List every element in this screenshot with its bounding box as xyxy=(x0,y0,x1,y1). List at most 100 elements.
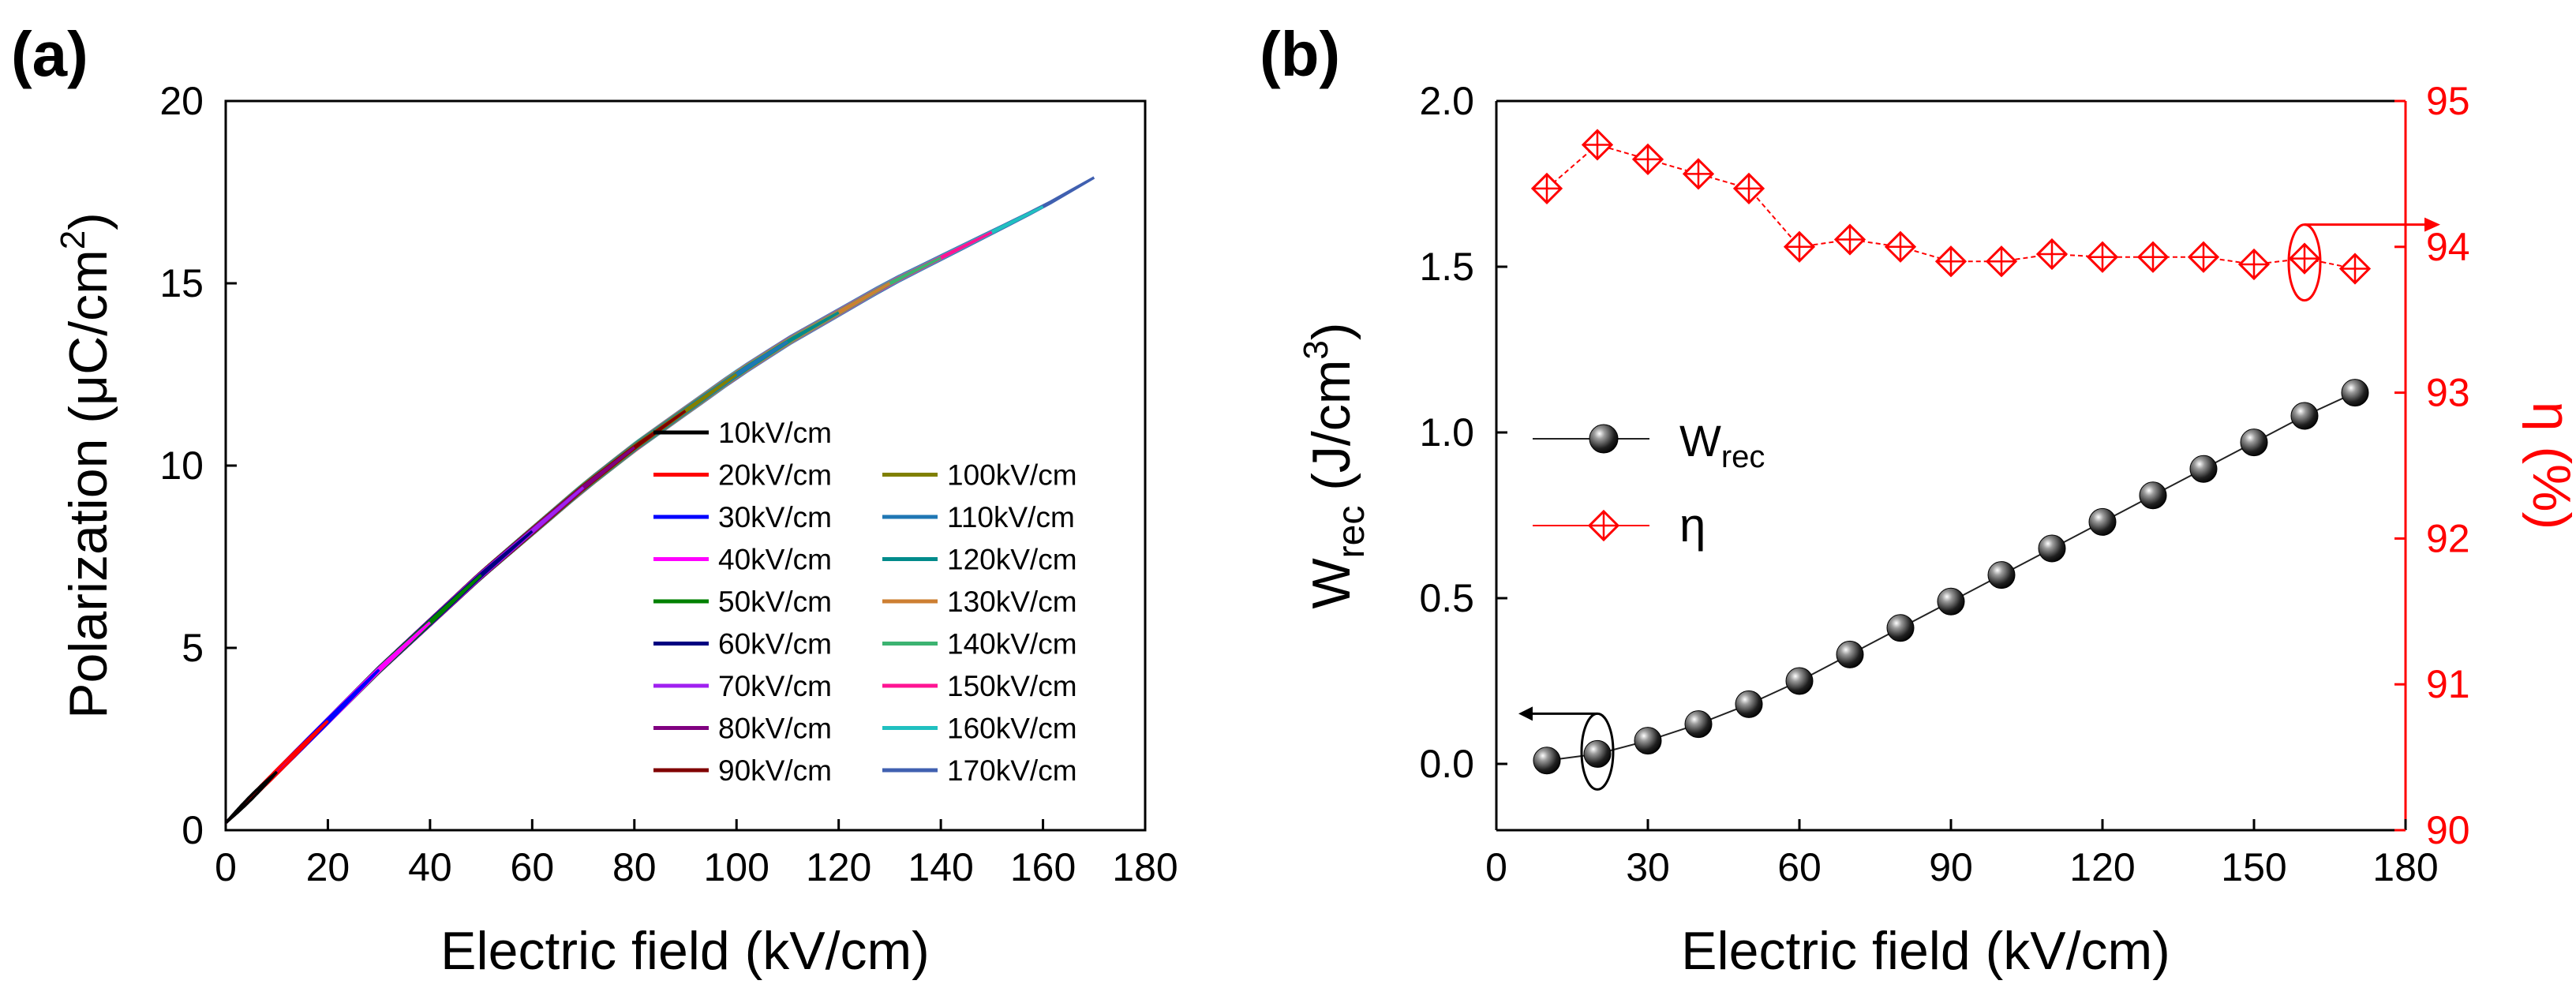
panel-b-wrec-point xyxy=(2139,481,2167,510)
panel-a-series-100 xyxy=(226,373,738,825)
panel-a-curves xyxy=(226,176,1095,825)
panel-b-y-right-tick-label: 90 xyxy=(2426,808,2470,852)
panel-b-legend-wrec-marker xyxy=(1589,424,1619,454)
panel-a: 0 20 40 60 80 100 120 140 160 180 0 5 10 15 20 10kV/cm 2… xyxy=(159,79,1178,889)
panel-b-y-tick-label: 1.5 xyxy=(1419,245,1474,289)
panel-a-legend-label: 60kV/cm xyxy=(718,628,832,661)
panel-b-y-tick-label: 1.0 xyxy=(1419,410,1474,455)
panel-b-y-tick-label: 0.0 xyxy=(1419,742,1474,786)
panel-b-y-tick-label: 0.5 xyxy=(1419,576,1474,620)
panel-b-wrec-point xyxy=(1785,667,1814,695)
panel-b-y-axis-label-left: Wrec (J/cm3) xyxy=(1297,322,1372,608)
panel-a-y-tick-label: 0 xyxy=(182,808,204,852)
panel-a-y-axis-label: Polarization (μC/cm2) xyxy=(54,212,118,719)
panel-b-y-right-tick-label: 93 xyxy=(2426,371,2470,415)
panel-a-series-90 xyxy=(226,410,687,825)
panel-b-y-right-tick-label: 91 xyxy=(2426,662,2470,706)
panel-a-legend-label: 90kV/cm xyxy=(718,754,832,787)
panel-b-x-tick-label: 0 xyxy=(1485,845,1507,889)
panel-b-eta-arrowhead xyxy=(2424,217,2440,232)
panel-b-legend-eta-label: η xyxy=(1679,499,1705,552)
panel-b-wrec-point xyxy=(2240,429,2268,457)
panel-a-series-140 xyxy=(226,256,942,825)
panel-b-wrec-point xyxy=(1533,747,1561,775)
panel-b-eta-point xyxy=(1884,230,1917,263)
panel-a-x-tick-label: 180 xyxy=(1112,845,1178,889)
panel-b-wrec-point xyxy=(1583,739,1612,768)
panel-b-wrec-point xyxy=(1886,614,1915,642)
panel-a-x-tick-label: 0 xyxy=(215,845,237,889)
panel-a-legend-label: 160kV/cm xyxy=(947,713,1077,745)
panel-a-legend-label: 70kV/cm xyxy=(718,670,832,702)
panel-b-x-tick-label: 120 xyxy=(2069,845,2135,889)
panel-b-wrec-point xyxy=(1937,587,1965,616)
panel-b-legend-eta-marker xyxy=(1587,509,1620,542)
panel-b-x-tick-label: 150 xyxy=(2221,845,2286,889)
panel-a-series-10 xyxy=(226,770,279,825)
panel-b-legend: Wrec η xyxy=(1533,416,1765,552)
panel-a-x-axis-label: Electric field (kV/cm) xyxy=(440,921,930,981)
panel-a-legend-label: 170kV/cm xyxy=(947,754,1077,787)
panel-b-x-axis-label: Electric field (kV/cm) xyxy=(1681,921,2170,981)
panel-b-x-tick-label: 180 xyxy=(2372,845,2438,889)
panel-a-label: (a) xyxy=(11,19,88,89)
panel-b-eta-point xyxy=(2288,242,2321,275)
panel-a-x-tick-label: 40 xyxy=(408,845,452,889)
panel-a-legend-label: 40kV/cm xyxy=(718,544,832,576)
panel-a-x-tick-label: 120 xyxy=(806,845,871,889)
panel-b-eta-point xyxy=(2237,248,2271,281)
panel-b-wrec-point xyxy=(2341,379,2369,407)
panel-a-series-150 xyxy=(226,230,993,825)
panel-a-legend: 10kV/cm 20kV/cm 30kV/cm 40kV/cm 50kV/cm 60kV/… xyxy=(653,417,1077,787)
panel-b-y-right-tick-label: 94 xyxy=(2426,225,2470,269)
panel-b-x-tick-label: 60 xyxy=(1777,845,1822,889)
panel-b-eta-point xyxy=(1833,223,1866,256)
panel-b: 0 30 60 90 120 150 180 0.0 0.5 1.0 1.5 2.0 90 91 92 93 9… xyxy=(1419,79,2469,889)
panel-a-legend-label: 10kV/cm xyxy=(718,417,832,449)
panel-a-x-tick-label: 160 xyxy=(1010,845,1076,889)
panel-b-y-axis-label-right: η (%) xyxy=(2522,402,2576,530)
panel-a-series-160 xyxy=(226,205,1044,825)
panel-b-wrec-point xyxy=(1684,710,1713,739)
panel-b-wrec-point xyxy=(2038,534,2066,563)
panel-b-eta-point xyxy=(1783,230,1816,263)
panel-a-y-tick-label: 10 xyxy=(159,443,204,488)
panel-b-eta-point xyxy=(2136,241,2170,273)
panel-b-wrec-point xyxy=(1634,727,1662,755)
panel-b-eta-point xyxy=(2338,253,2372,285)
panel-b-wrec-point xyxy=(1836,640,1864,668)
panel-b-eta-point xyxy=(2086,241,2119,273)
panel-b-y-right-tick-label: 92 xyxy=(2426,516,2470,560)
panel-a-legend-label: 130kV/cm xyxy=(947,586,1077,618)
panel-a-legend-label: 110kV/cm xyxy=(947,501,1075,533)
panel-b-y-tick-label: 2.0 xyxy=(1419,79,1474,123)
panel-b-y-right-tick-label: 95 xyxy=(2426,79,2470,123)
panel-b-wrec-line xyxy=(1546,391,2356,762)
panel-a-y-tick-label: 15 xyxy=(159,261,204,305)
panel-b-wrec-point xyxy=(1987,561,2016,589)
panel-b-x-tick-label: 30 xyxy=(1626,845,1670,889)
panel-b-eta-line xyxy=(1546,144,2356,270)
panel-a-series-110 xyxy=(226,340,788,825)
panel-b-wrec-point xyxy=(1735,690,1763,718)
panel-b-label: (b) xyxy=(1260,19,1340,89)
panel-b-eta-point xyxy=(1581,129,1614,161)
panel-a-x-tick-label: 80 xyxy=(612,845,657,889)
panel-a-x-tick-label: 140 xyxy=(908,845,973,889)
panel-a-legend-label: 140kV/cm xyxy=(947,628,1077,661)
panel-a-x-tick-label: 100 xyxy=(704,845,769,889)
panel-a-legend-label: 50kV/cm xyxy=(718,586,832,618)
panel-a-legend-label: 100kV/cm xyxy=(947,459,1077,492)
panel-b-legend-wrec-label: Wrec xyxy=(1679,416,1765,474)
panel-a-legend-label: 150kV/cm xyxy=(947,670,1077,702)
panel-b-eta-point xyxy=(1934,245,1968,278)
panel-b-eta-point xyxy=(1985,245,2018,278)
panel-a-legend-label: 20kV/cm xyxy=(718,459,832,492)
panel-a-legend-label: 120kV/cm xyxy=(947,544,1077,576)
panel-b-wrec-point xyxy=(2088,507,2117,536)
panel-b-eta-point xyxy=(1631,143,1664,176)
panel-b-eta-point xyxy=(2035,238,2069,271)
panel-b-eta-point xyxy=(1732,172,1765,205)
panel-b-eta-point xyxy=(1530,172,1563,205)
